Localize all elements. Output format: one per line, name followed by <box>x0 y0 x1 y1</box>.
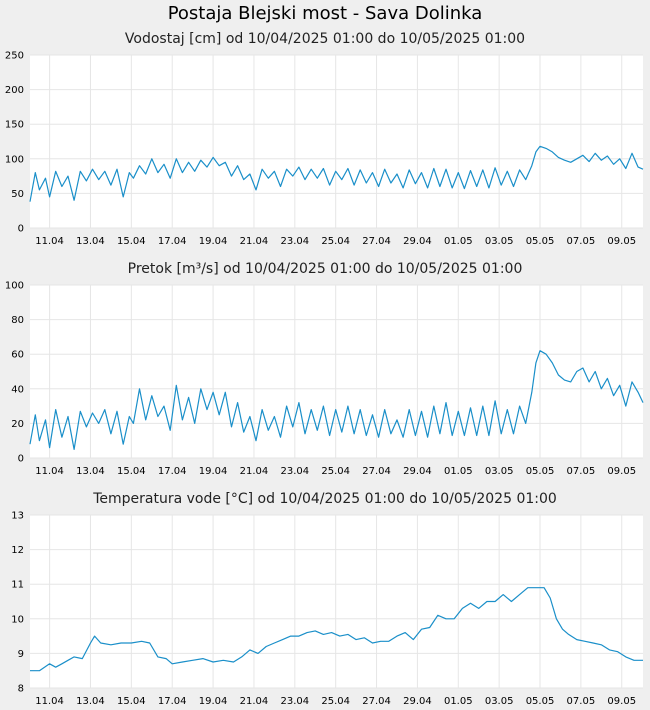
x-tick-label: 15.04 <box>117 466 146 477</box>
plot-area <box>30 285 643 458</box>
x-tick-label: 27.04 <box>362 696 391 707</box>
x-tick-label: 25.04 <box>321 466 350 477</box>
x-tick-label: 29.04 <box>403 466 432 477</box>
y-tick-label: 200 <box>5 85 24 96</box>
x-tick-label: 03.05 <box>485 236 514 247</box>
x-tick-label: 13.04 <box>76 696 105 707</box>
x-tick-label: 11.04 <box>35 696 64 707</box>
y-tick-label: 0 <box>18 224 24 235</box>
x-tick-label: 13.04 <box>76 466 105 477</box>
x-tick-label: 27.04 <box>362 236 391 247</box>
series-line <box>30 587 643 672</box>
x-tick-label: 21.04 <box>240 696 269 707</box>
x-tick-label: 17.04 <box>158 696 187 707</box>
x-tick-label: 25.04 <box>321 696 350 707</box>
x-tick-label: 01.05 <box>444 236 473 247</box>
chart-title-water-temperature: Temperatura vode [°C] od 10/04/2025 01:0… <box>93 491 557 507</box>
y-tick-label: 13 <box>11 511 24 522</box>
x-tick-label: 11.04 <box>35 466 64 477</box>
x-tick-label: 23.04 <box>280 696 309 707</box>
y-tick-label: 150 <box>5 120 24 131</box>
x-tick-label: 23.04 <box>280 466 309 477</box>
y-tick-label: 12 <box>11 545 24 556</box>
x-tick-label: 21.04 <box>240 466 269 477</box>
x-tick-label: 29.04 <box>403 696 432 707</box>
chart-title-water-level: Vodostaj [cm] od 10/04/2025 01:00 do 10/… <box>124 31 526 47</box>
y-tick-label: 11 <box>11 580 24 591</box>
x-tick-label: 27.04 <box>362 466 391 477</box>
x-tick-label: 11.04 <box>35 236 64 247</box>
x-tick-label: 07.05 <box>567 696 596 707</box>
page-title: Postaja Blejski most - Sava Dolinka <box>167 3 483 24</box>
y-tick-label: 80 <box>11 315 24 326</box>
x-tick-label: 09.05 <box>607 466 636 477</box>
x-tick-label: 05.05 <box>526 236 555 247</box>
chart-title-discharge: Pretok [m³/s] od 10/04/2025 01:00 do 10/… <box>127 261 523 277</box>
x-tick-label: 07.05 <box>567 236 596 247</box>
x-tick-label: 21.04 <box>240 236 269 247</box>
y-tick-label: 40 <box>11 384 24 395</box>
plot-area <box>30 55 643 228</box>
y-tick-label: 0 <box>18 454 24 465</box>
plot-area <box>30 515 643 688</box>
x-tick-label: 17.04 <box>158 236 187 247</box>
series-line <box>29 145 644 202</box>
y-tick-label: 100 <box>5 281 24 292</box>
x-tick-label: 03.05 <box>485 466 514 477</box>
y-tick-label: 10 <box>11 614 24 625</box>
y-tick-label: 9 <box>18 649 24 660</box>
x-tick-label: 05.05 <box>526 696 555 707</box>
x-tick-label: 15.04 <box>117 696 146 707</box>
y-tick-label: 20 <box>11 419 24 430</box>
x-tick-label: 19.04 <box>199 696 228 707</box>
x-tick-label: 15.04 <box>117 236 146 247</box>
y-tick-label: 100 <box>5 154 24 165</box>
y-tick-label: 250 <box>5 51 24 62</box>
x-tick-label: 01.05 <box>444 696 473 707</box>
x-tick-label: 13.04 <box>76 236 105 247</box>
x-tick-label: 25.04 <box>321 236 350 247</box>
series-line <box>29 350 644 450</box>
x-tick-label: 17.04 <box>158 466 187 477</box>
y-tick-label: 50 <box>11 189 24 200</box>
y-tick-label: 60 <box>11 350 24 361</box>
x-tick-label: 19.04 <box>199 236 228 247</box>
x-tick-label: 19.04 <box>199 466 228 477</box>
x-tick-label: 09.05 <box>607 696 636 707</box>
x-tick-label: 23.04 <box>280 236 309 247</box>
x-tick-label: 29.04 <box>403 236 432 247</box>
x-tick-label: 01.05 <box>444 466 473 477</box>
x-tick-label: 07.05 <box>567 466 596 477</box>
x-tick-label: 03.05 <box>485 696 514 707</box>
y-tick-label: 8 <box>18 684 24 695</box>
x-tick-label: 09.05 <box>607 236 636 247</box>
x-tick-label: 05.05 <box>526 466 555 477</box>
